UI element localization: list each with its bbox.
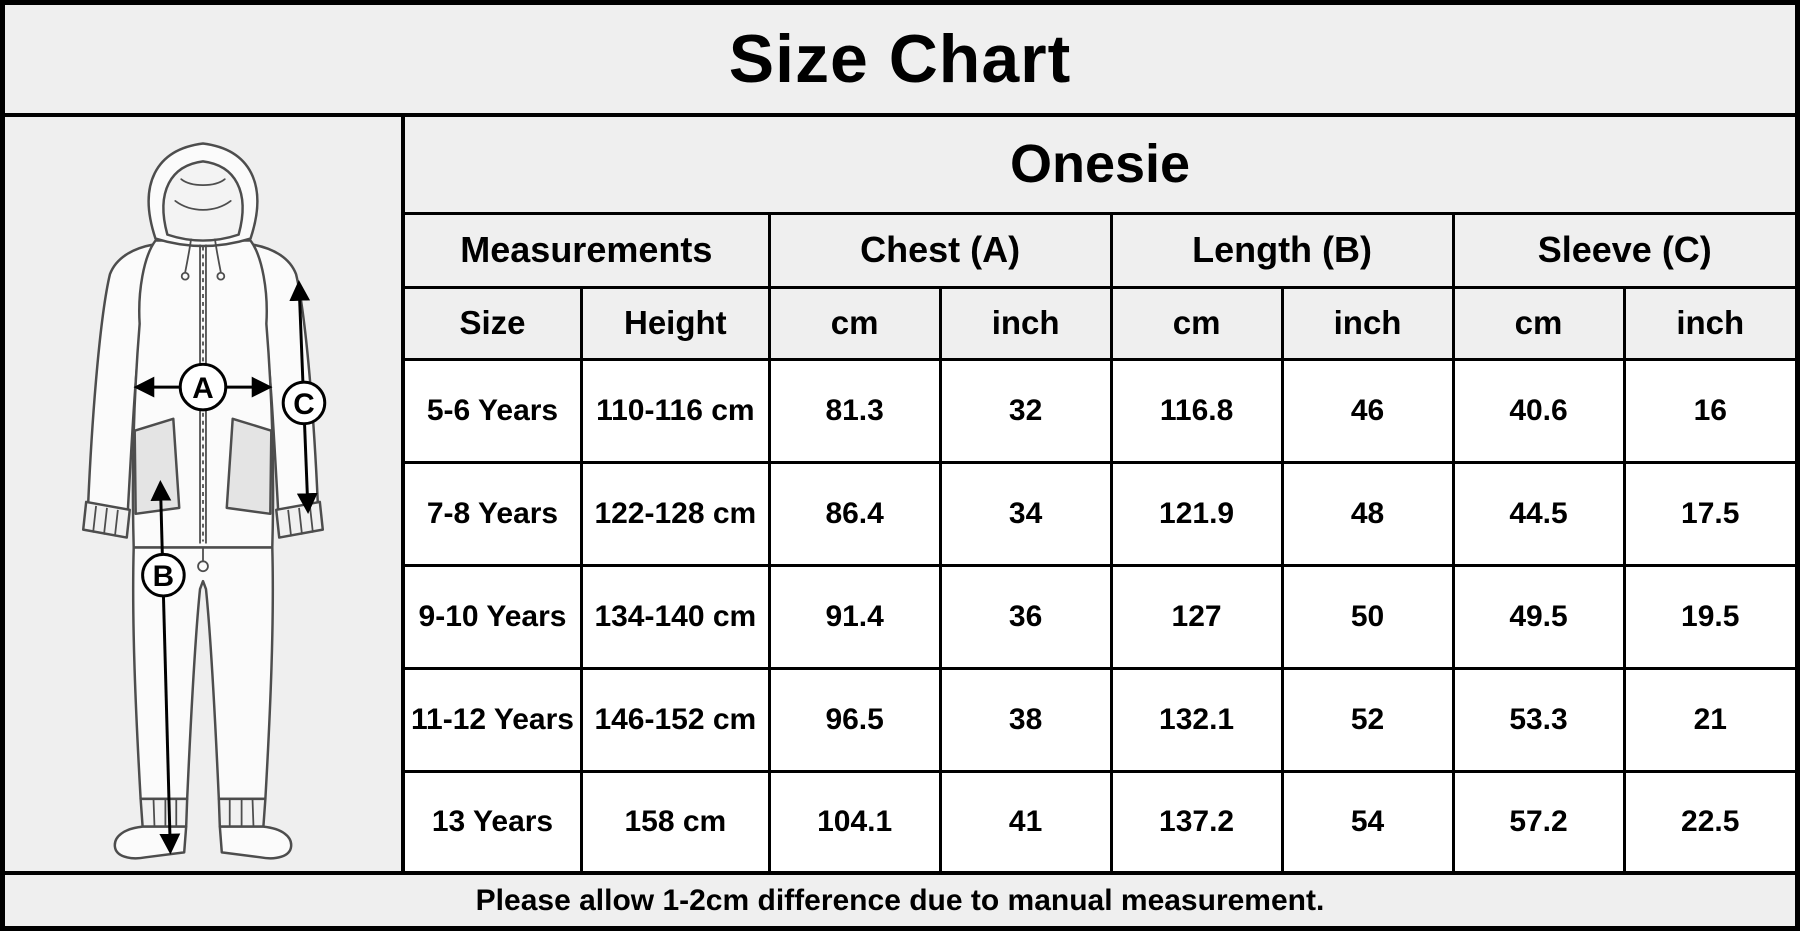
right-foot (218, 825, 293, 860)
cell-height: 158 cm (580, 770, 771, 871)
col-header-sleeve-inch: inch (1622, 285, 1795, 361)
size-row-5-6-years: 5-6 Years 110-116 cm 81.3 32 116.8 46 40… (405, 357, 1795, 464)
chest-label-a: A (192, 372, 213, 405)
cell-length-inch: 52 (1280, 667, 1455, 774)
cell-chest-inch: 32 (938, 357, 1113, 464)
length-measure-arrow (150, 479, 181, 855)
product-title-row: Onesie (405, 117, 1795, 215)
drawstring-left (184, 238, 193, 273)
group-header-row: Measurements Chest (A) Length (B) Sleeve… (405, 211, 1795, 289)
footnote-bar: Please allow 1-2cm difference due to man… (5, 875, 1795, 926)
cell-length-cm: 137.2 (1109, 770, 1284, 871)
zipper-pull (197, 560, 209, 573)
col-header-height: Height (580, 285, 771, 361)
cell-chest-inch: 34 (938, 460, 1113, 567)
cell-chest-cm: 81.3 (767, 357, 942, 464)
cell-chest-cm: 86.4 (767, 460, 942, 567)
col-header-length-cm: cm (1109, 285, 1284, 361)
cell-size: 7-8 Years (405, 460, 584, 567)
cell-sleeve-cm: 44.5 (1451, 460, 1626, 567)
size-table-panel: Onesie Measurements Chest (A) Length (B)… (405, 117, 1795, 871)
cell-chest-cm: 96.5 (767, 667, 942, 774)
sleeve-label-c: C (293, 388, 314, 421)
product-title: Onesie (405, 117, 1795, 215)
column-header-row: Size Height cm inch cm inch cm inch (405, 285, 1795, 361)
measurement-diagram-panel: A C B (5, 117, 405, 871)
col-header-chest-cm: cm (767, 285, 942, 361)
group-header-length: Length (B) (1109, 211, 1455, 289)
size-row-7-8-years: 7-8 Years 122-128 cm 86.4 34 121.9 48 44… (405, 460, 1795, 567)
cell-sleeve-inch: 21 (1622, 667, 1795, 774)
cell-length-cm: 116.8 (1109, 357, 1284, 464)
cell-length-inch: 54 (1280, 770, 1455, 871)
cell-sleeve-cm: 53.3 (1451, 667, 1626, 774)
cell-sleeve-inch: 22.5 (1622, 770, 1795, 871)
cell-sleeve-inch: 16 (1622, 357, 1795, 464)
main-content: A C B Onesie (5, 117, 1795, 875)
col-header-size: Size (405, 285, 584, 361)
size-table: Onesie Measurements Chest (A) Length (B)… (405, 117, 1795, 871)
cell-size: 13 Years (405, 770, 584, 871)
cell-chest-inch: 36 (938, 563, 1113, 671)
cell-size: 9-10 Years (405, 563, 584, 671)
cell-size: 5-6 Years (405, 357, 584, 464)
cell-sleeve-inch: 19.5 (1622, 563, 1795, 671)
page-title: Size Chart (728, 21, 1072, 97)
cell-size: 11-12 Years (405, 667, 584, 774)
cell-height: 146-152 cm (580, 667, 771, 774)
left-ankle-cuff (139, 797, 189, 828)
cell-chest-inch: 38 (938, 667, 1113, 774)
left-foot (113, 825, 188, 860)
cell-chest-cm: 104.1 (767, 770, 942, 871)
drawstring-right (213, 238, 222, 273)
cell-height: 134-140 cm (580, 563, 771, 671)
cell-chest-cm: 91.4 (767, 563, 942, 671)
length-label-b: B (153, 560, 174, 593)
cell-length-inch: 50 (1280, 563, 1455, 671)
page-title-bar: Size Chart (5, 5, 1795, 117)
group-header-measurements: Measurements (405, 211, 771, 289)
footnote-text: Please allow 1-2cm difference due to man… (475, 883, 1325, 917)
group-header-sleeve: Sleeve (C) (1451, 211, 1795, 289)
cell-sleeve-cm: 57.2 (1451, 770, 1626, 871)
size-row-13-years: 13 Years 158 cm 104.1 41 137.2 54 57.2 2… (405, 770, 1795, 871)
cell-height: 122-128 cm (580, 460, 771, 567)
measurement-labels: A C B (141, 362, 327, 598)
size-row-9-10-years: 9-10 Years 134-140 cm 91.4 36 127 50 49.… (405, 563, 1795, 671)
cell-length-cm: 121.9 (1109, 460, 1284, 567)
group-header-chest: Chest (A) (767, 211, 1113, 289)
right-pocket (225, 417, 273, 516)
cell-chest-inch: 41 (938, 770, 1113, 871)
cell-sleeve-cm: 49.5 (1451, 563, 1626, 671)
cell-length-inch: 48 (1280, 460, 1455, 567)
cell-length-inch: 46 (1280, 357, 1455, 464)
col-header-chest-inch: inch (938, 285, 1113, 361)
onesie-drawing: A C B (81, 142, 327, 860)
col-header-length-inch: inch (1280, 285, 1455, 361)
cell-height: 110-116 cm (580, 357, 771, 464)
cell-length-cm: 127 (1109, 563, 1284, 671)
size-row-11-12-years: 11-12 Years 146-152 cm 96.5 38 132.1 52 … (405, 667, 1795, 774)
cell-sleeve-cm: 40.6 (1451, 357, 1626, 464)
left-pocket (133, 417, 181, 516)
cell-length-cm: 132.1 (1109, 667, 1284, 774)
col-header-sleeve-cm: cm (1451, 285, 1626, 361)
cell-sleeve-inch: 17.5 (1622, 460, 1795, 567)
